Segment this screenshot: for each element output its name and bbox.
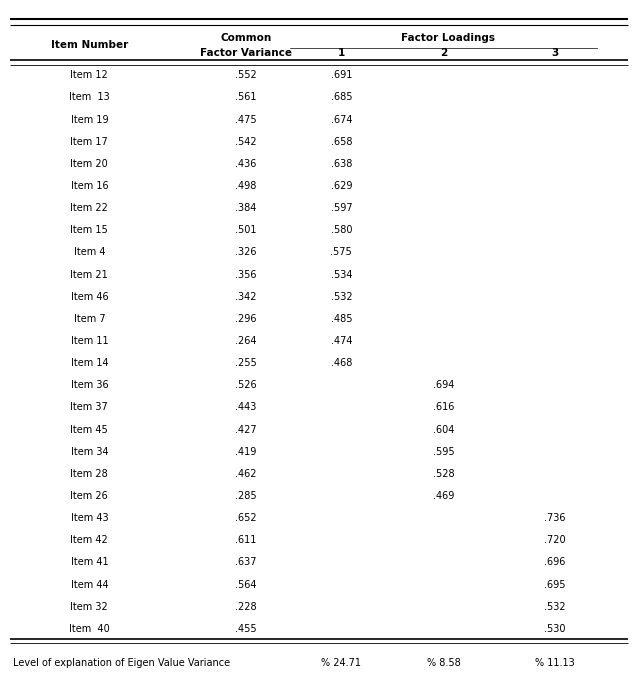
Text: Common: Common	[220, 33, 271, 42]
Text: 2: 2	[440, 48, 447, 58]
Text: .638: .638	[330, 159, 352, 169]
Text: 3: 3	[551, 48, 559, 58]
Text: Item 46: Item 46	[71, 292, 108, 302]
Text: .455: .455	[235, 624, 256, 634]
Text: Item 22: Item 22	[70, 203, 108, 213]
Text: .696: .696	[544, 557, 566, 568]
Text: .604: .604	[433, 425, 454, 434]
Text: Item 34: Item 34	[71, 447, 108, 457]
Text: Item  40: Item 40	[69, 624, 110, 634]
Text: Item 36: Item 36	[71, 380, 108, 390]
Text: Item 28: Item 28	[70, 469, 108, 479]
Text: .356: .356	[235, 270, 256, 279]
Text: Item 42: Item 42	[70, 535, 108, 545]
Text: .468: .468	[330, 358, 352, 368]
Text: .264: .264	[235, 336, 256, 346]
Text: .498: .498	[235, 181, 256, 191]
Text: .736: .736	[544, 513, 566, 523]
Text: .564: .564	[235, 580, 256, 589]
Text: Item 26: Item 26	[70, 491, 108, 501]
Text: Item 17: Item 17	[70, 137, 108, 147]
Text: .720: .720	[544, 535, 566, 545]
Text: .436: .436	[235, 159, 256, 169]
Text: .658: .658	[330, 137, 352, 147]
Text: Item 11: Item 11	[71, 336, 108, 346]
Text: .255: .255	[235, 358, 256, 368]
Text: Factor Variance: Factor Variance	[200, 48, 292, 58]
Text: .474: .474	[330, 336, 352, 346]
Text: Item 12: Item 12	[70, 70, 108, 81]
Text: Item 16: Item 16	[71, 181, 108, 191]
Text: % 24.71: % 24.71	[322, 658, 361, 667]
Text: % 8.58: % 8.58	[427, 658, 460, 667]
Text: .532: .532	[330, 292, 352, 302]
Text: .384: .384	[235, 203, 256, 213]
Text: Item 44: Item 44	[71, 580, 108, 589]
Text: .526: .526	[235, 380, 256, 390]
Text: .475: .475	[235, 115, 256, 124]
Text: Item 43: Item 43	[71, 513, 108, 523]
Text: .652: .652	[235, 513, 256, 523]
Text: Item 45: Item 45	[70, 425, 108, 434]
Text: % 11.13: % 11.13	[535, 658, 575, 667]
Text: Item Number: Item Number	[50, 40, 128, 51]
Text: Item 21: Item 21	[70, 270, 108, 279]
Text: .528: .528	[433, 469, 454, 479]
Text: .616: .616	[433, 402, 454, 413]
Text: .296: .296	[235, 314, 256, 324]
Text: .419: .419	[235, 447, 256, 457]
Text: .285: .285	[235, 491, 256, 501]
Text: .595: .595	[433, 447, 454, 457]
Text: .532: .532	[544, 602, 566, 612]
Text: .462: .462	[235, 469, 256, 479]
Text: Item 4: Item 4	[73, 247, 105, 257]
Text: 1: 1	[338, 48, 345, 58]
Text: Item 41: Item 41	[71, 557, 108, 568]
Text: .534: .534	[330, 270, 352, 279]
Text: Factor Loadings: Factor Loadings	[401, 33, 495, 42]
Text: Item 15: Item 15	[70, 225, 108, 235]
Text: .694: .694	[433, 380, 454, 390]
Text: .342: .342	[235, 292, 256, 302]
Text: Item 20: Item 20	[70, 159, 108, 169]
Text: .501: .501	[235, 225, 256, 235]
Text: .443: .443	[235, 402, 256, 413]
Text: .542: .542	[235, 137, 256, 147]
Text: .674: .674	[330, 115, 352, 124]
Text: Item 7: Item 7	[73, 314, 105, 324]
Text: .228: .228	[235, 602, 256, 612]
Text: Level of explanation of Eigen Value Variance: Level of explanation of Eigen Value Vari…	[13, 658, 230, 667]
Text: .629: .629	[330, 181, 352, 191]
Text: .530: .530	[544, 624, 566, 634]
Text: .561: .561	[235, 92, 256, 102]
Text: .597: .597	[330, 203, 352, 213]
Text: .552: .552	[235, 70, 256, 81]
Text: .685: .685	[330, 92, 352, 102]
Text: .580: .580	[330, 225, 352, 235]
Text: .469: .469	[433, 491, 454, 501]
Text: Item 32: Item 32	[70, 602, 108, 612]
Text: .326: .326	[235, 247, 256, 257]
Text: Item 37: Item 37	[70, 402, 108, 413]
Text: .611: .611	[235, 535, 256, 545]
Text: .691: .691	[330, 70, 352, 81]
Text: Item  13: Item 13	[69, 92, 110, 102]
Text: .637: .637	[235, 557, 256, 568]
Text: Item 14: Item 14	[71, 358, 108, 368]
Text: .575: .575	[330, 247, 352, 257]
Text: Item 19: Item 19	[71, 115, 108, 124]
Text: .695: .695	[544, 580, 566, 589]
Text: .427: .427	[235, 425, 256, 434]
Text: .485: .485	[330, 314, 352, 324]
